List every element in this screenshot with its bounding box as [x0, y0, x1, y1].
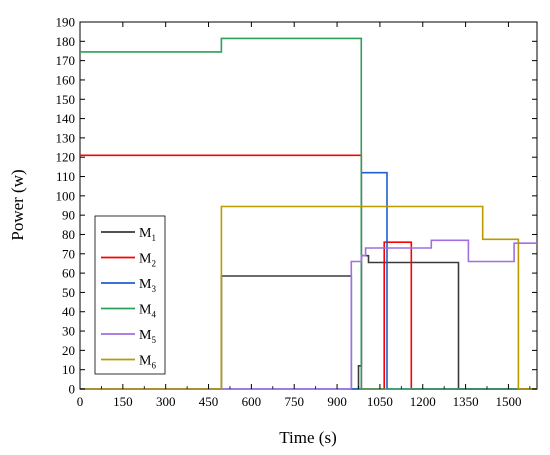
x-tick-label: 0 — [77, 394, 84, 409]
series-layer — [80, 37, 537, 390]
legend-box — [94, 215, 166, 375]
y-tick-label: 30 — [62, 324, 75, 339]
y-tick-label: 100 — [56, 188, 76, 203]
legend-label-main: M — [139, 226, 152, 241]
ticks-layer: 0 150 300 450 600 750 900 1050 1200 1350 150001020… — [56, 15, 537, 409]
x-tick-label: 1350 — [453, 394, 479, 409]
legend-label-main: M — [139, 303, 152, 318]
y-tick-label: 160 — [56, 72, 76, 87]
y-tick-label: 140 — [56, 111, 76, 126]
legend-label-main: M — [139, 277, 152, 292]
legend-label-m4: M4 — [139, 303, 156, 320]
legend-label-subscript: 4 — [151, 310, 156, 320]
series-line-m4 — [80, 37, 537, 390]
x-tick-label: 1050 — [367, 394, 393, 409]
legend-label-subscript: 3 — [151, 284, 156, 294]
legend-label-subscript: 2 — [151, 259, 156, 269]
legend-label-main: M — [139, 252, 152, 267]
y-tick-label: 180 — [56, 34, 76, 49]
y-tick-label: 50 — [62, 285, 75, 300]
x-tick-label: 150 — [113, 394, 133, 409]
y-tick-label: 40 — [62, 304, 75, 319]
y-tick-label: 150 — [56, 92, 76, 107]
legend-label-m5: M5 — [139, 328, 156, 345]
x-tick-label: 1200 — [410, 394, 436, 409]
x-tick-label: 900 — [327, 394, 347, 409]
y-tick-label: 10 — [62, 362, 75, 377]
y-tick-label: 130 — [56, 130, 76, 145]
series-line-m5 — [80, 239, 537, 390]
y-tick-label: 170 — [56, 53, 76, 68]
legend-label-main: M — [139, 328, 152, 343]
x-tick-label: 300 — [156, 394, 176, 409]
x-axis-title: Time (s) — [279, 428, 336, 447]
x-tick-label: 600 — [242, 394, 262, 409]
series-line-m6 — [80, 205, 537, 390]
y-tick-label: 60 — [62, 266, 75, 281]
legend-label-m6: M6 — [139, 354, 156, 371]
legend-label-subscript: 5 — [151, 335, 156, 345]
y-tick-label: 110 — [56, 169, 75, 184]
y-tick-label: 0 — [69, 382, 76, 397]
y-tick-label: 190 — [56, 15, 76, 30]
x-tick-label: 750 — [284, 394, 304, 409]
y-axis-title: Power (w) — [8, 169, 27, 240]
legend-label-m3: M3 — [139, 277, 156, 294]
legend-label-main: M — [139, 354, 152, 369]
legend-label-m1: M1 — [139, 226, 156, 243]
y-tick-label: 120 — [56, 150, 76, 165]
y-tick-label: 80 — [62, 227, 75, 242]
legend-label-subscript: 6 — [151, 361, 156, 371]
y-tick-label: 90 — [62, 208, 75, 223]
y-tick-label: 20 — [62, 343, 75, 358]
legend-label-m2: M2 — [139, 252, 156, 269]
x-tick-label: 450 — [199, 394, 219, 409]
legend-label-subscript: 1 — [151, 233, 156, 243]
y-tick-label: 70 — [62, 246, 75, 261]
series-line-m1 — [80, 254, 537, 390]
x-tick-label: 1500 — [495, 394, 521, 409]
